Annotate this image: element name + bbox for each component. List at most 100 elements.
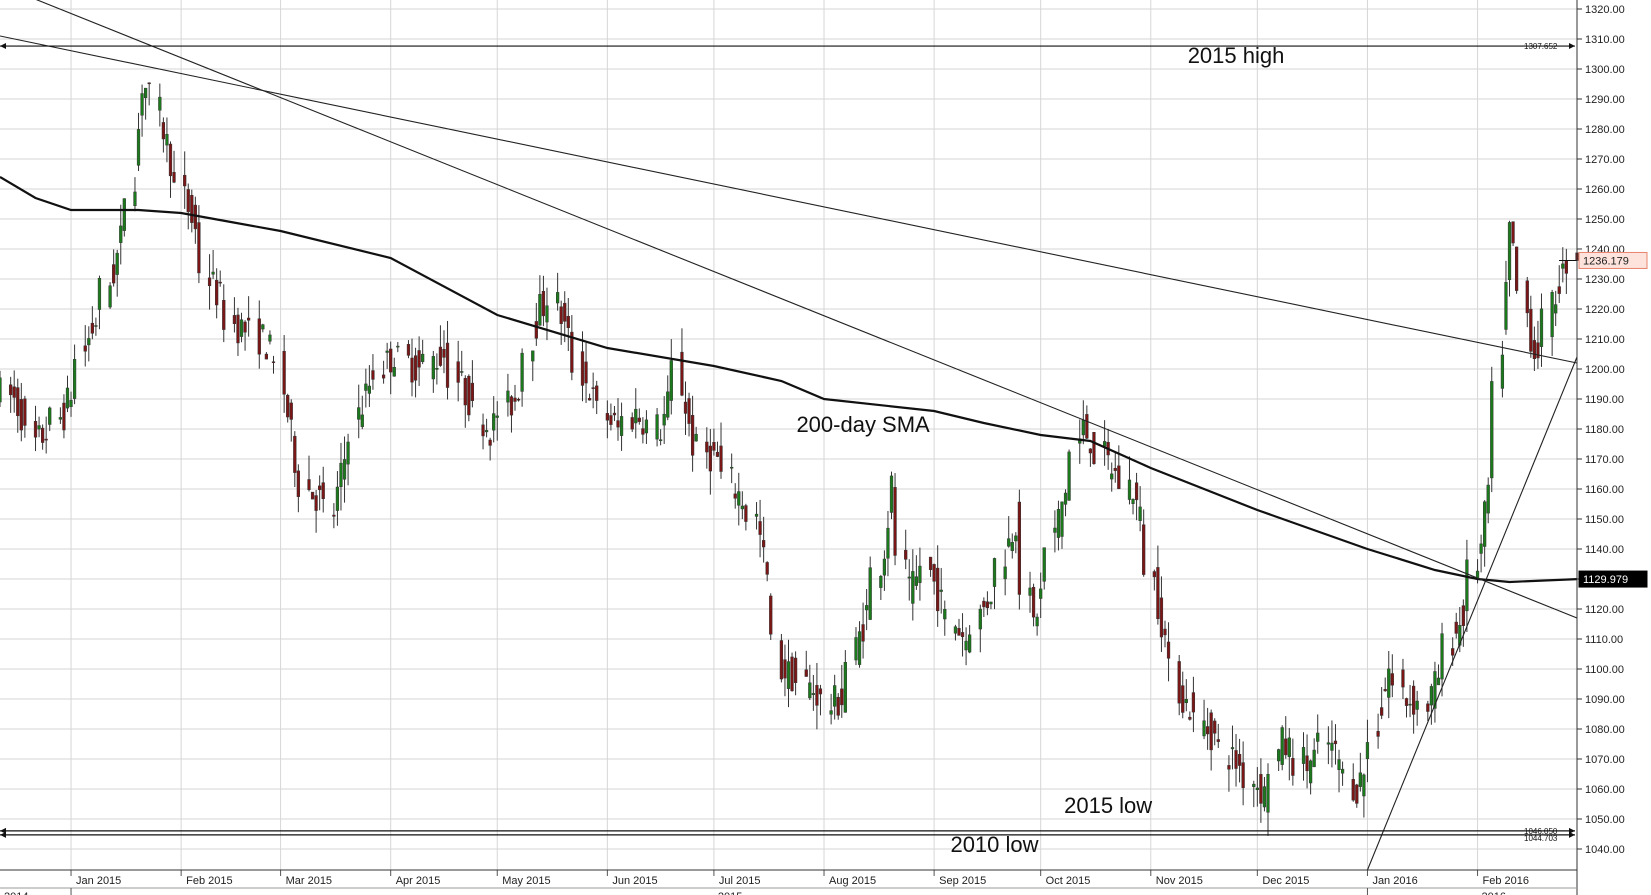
level-arrow-left (0, 827, 6, 834)
year-label: 2015 (718, 891, 742, 895)
y-tick-label: 1100.00 (1585, 664, 1624, 676)
candle-body (1035, 616, 1039, 627)
candle-body (456, 361, 460, 383)
y-tick-label: 1310.00 (1585, 34, 1625, 46)
candle-body (1316, 732, 1320, 742)
candle-body (481, 424, 485, 437)
candle-body (886, 527, 890, 559)
candle-body (1525, 280, 1529, 314)
candle-body (307, 479, 311, 490)
candle-body (779, 640, 784, 680)
candle-body (218, 281, 222, 284)
candle-body (1362, 774, 1366, 797)
candle-body (0, 377, 2, 403)
candle-body (1127, 479, 1132, 500)
candle-body (556, 292, 560, 304)
candle-body (1351, 779, 1355, 801)
candle-body (1429, 686, 1433, 706)
candle-body (669, 360, 673, 401)
candle-body (968, 634, 972, 653)
candle-body (815, 685, 819, 706)
candle-body (168, 143, 173, 177)
candle-body (1390, 673, 1394, 686)
candle-body (1056, 509, 1061, 538)
level-arrow-right (1569, 831, 1575, 838)
candle-body (609, 415, 613, 425)
candle-body (1216, 739, 1220, 742)
candle-body (321, 482, 325, 499)
month-label: Mar 2015 (286, 875, 332, 887)
candle-body (1511, 221, 1515, 244)
candle-body (1436, 677, 1441, 686)
candle-body (538, 294, 542, 326)
candle-body (740, 505, 744, 510)
candle-body (44, 438, 48, 441)
candle-body (1117, 465, 1121, 490)
candle-body (762, 540, 766, 548)
candle-body (939, 589, 943, 592)
candle-body (516, 398, 521, 401)
candle-body (406, 344, 411, 356)
candle-body (257, 318, 261, 355)
candle-body (1404, 698, 1409, 706)
candle-body (421, 353, 425, 362)
y-tick-label: 1080.00 (1585, 724, 1625, 736)
candle-body (1110, 473, 1114, 480)
candle-body (1142, 524, 1146, 575)
candle-body (236, 314, 240, 344)
candle-body (719, 445, 723, 472)
candle-body (1067, 451, 1071, 501)
candle-body (1230, 747, 1235, 750)
candle-body (1113, 467, 1117, 471)
candle-body (1234, 750, 1238, 769)
candle-body (989, 601, 993, 605)
candle-body (1177, 661, 1181, 704)
candle-body (1305, 755, 1309, 772)
candle-body (1355, 784, 1359, 804)
candle-body (23, 398, 27, 426)
candle-body (9, 384, 13, 396)
candle-body (1184, 699, 1188, 704)
candle-body (119, 225, 123, 243)
candle-body (467, 375, 471, 416)
candle-body (136, 129, 141, 166)
candle-body (1156, 567, 1160, 620)
candle-body (1387, 668, 1391, 698)
candle-body (811, 693, 815, 695)
candle-body (690, 415, 695, 456)
candle-body (566, 315, 570, 328)
candle-body (1060, 501, 1064, 537)
candle-body (765, 562, 769, 575)
candle-body (1383, 689, 1387, 692)
candle-body (172, 172, 176, 183)
month-label: Sep 2015 (939, 875, 986, 887)
candle-body (1202, 720, 1206, 737)
candle-body (342, 459, 347, 480)
candle-body (87, 338, 91, 346)
candle-body (715, 451, 720, 457)
y-tick-label: 1170.00 (1585, 454, 1624, 466)
y-tick-label: 1210.00 (1585, 334, 1625, 346)
y-tick-label: 1040.00 (1585, 844, 1625, 856)
candle-body (264, 353, 269, 360)
y-tick-label: 1180.00 (1585, 424, 1624, 436)
candle-body (687, 398, 691, 424)
annotation: 2015 high (1188, 43, 1285, 68)
candle-body (90, 322, 94, 334)
candle-body (580, 351, 585, 386)
candle-body (332, 514, 336, 517)
candle-body (197, 222, 201, 274)
y-tick-label: 1150.00 (1585, 514, 1624, 526)
candle-body (147, 82, 151, 85)
candle-body (1301, 747, 1306, 764)
candle-body (531, 350, 535, 362)
candle-body (1529, 308, 1533, 352)
candle-body (907, 576, 911, 579)
candle-body (1163, 628, 1167, 636)
annotation: 200-day SMA (796, 412, 930, 437)
candle-body (893, 487, 897, 556)
candle-body (666, 391, 670, 418)
candle-body (413, 355, 418, 381)
candle-body (314, 495, 318, 511)
month-label: Jan 2015 (76, 875, 121, 887)
